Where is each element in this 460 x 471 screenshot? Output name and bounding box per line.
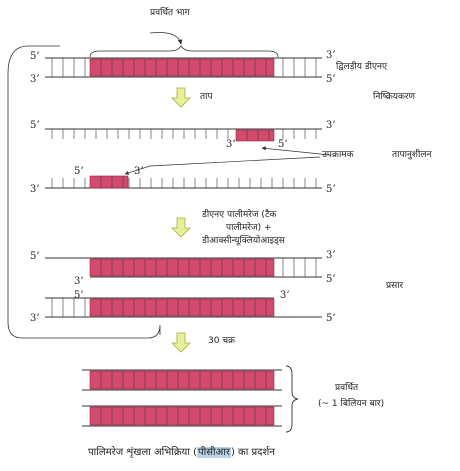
five-prime-label: 5’ bbox=[30, 251, 40, 262]
amplified-product-segment bbox=[89, 370, 275, 390]
amplified-product-segment bbox=[89, 406, 275, 426]
five-prime-label: 5’ bbox=[326, 313, 336, 324]
double-strand-dna-label: द्विलड़ीय डीएनए bbox=[336, 62, 387, 72]
polymerase-label-line1: डीएनए पालीमरेज (टैक bbox=[202, 210, 277, 220]
cycles-label: 30 चक्र bbox=[208, 336, 235, 346]
step-arrows bbox=[171, 87, 191, 353]
down-arrow-icon bbox=[171, 217, 191, 238]
five-prime-label: 5’ bbox=[326, 274, 336, 285]
three-prime-label: 3’ bbox=[326, 50, 336, 61]
three-prime-label: 3’ bbox=[326, 120, 336, 131]
annealing-label: तापानुशीलन bbox=[392, 150, 432, 160]
five-prime-label: 5’ bbox=[74, 290, 84, 301]
amplified-region-pointer bbox=[149, 32, 183, 45]
amplified-label: प्रवर्धित bbox=[335, 383, 359, 393]
extended-segment bbox=[89, 258, 275, 277]
five-prime-label: 5’ bbox=[278, 139, 288, 150]
three-prime-label: 3’ bbox=[74, 276, 84, 287]
three-prime-label: 3’ bbox=[226, 139, 236, 150]
caption-highlight-pcr: पीसीआर bbox=[197, 447, 231, 458]
primer-segment bbox=[235, 129, 275, 142]
three-prime-label: 3’ bbox=[30, 313, 40, 324]
three-prime-label: 3’ bbox=[280, 290, 290, 301]
three-prime-label: 3’ bbox=[30, 184, 40, 195]
caption-prefix: पालिमरेज शृंखला अभिक्रिया ( bbox=[88, 447, 197, 458]
dna-strands: 5’ 3’ 3’ 5’ 5’ 3’ 3’ 5’ 3’ 5’ 5’ 3’ 5’ 3’ 3’ 5’ 3’ 5’ 5’ 3’ bbox=[30, 50, 336, 427]
denaturation-label: निष्क्रियकरण bbox=[373, 92, 416, 102]
caption-suffix: ) का प्रदर्शन bbox=[230, 447, 275, 458]
heat-label: ताप bbox=[200, 92, 213, 102]
three-prime-label: 3’ bbox=[134, 166, 144, 177]
billion-times-label: (~ 1 बिलियन बार) bbox=[318, 399, 385, 409]
five-prime-label: 5’ bbox=[74, 166, 84, 177]
primer-pointer bbox=[124, 156, 321, 175]
extended-segment bbox=[89, 298, 275, 317]
cycle-loop-line bbox=[7, 45, 161, 339]
five-prime-label: 5’ bbox=[30, 120, 40, 131]
primer-segment bbox=[89, 175, 129, 189]
down-arrow-icon bbox=[171, 87, 191, 108]
five-prime-label: 5’ bbox=[326, 74, 336, 85]
down-arrow-icon bbox=[171, 332, 191, 353]
polymerase-label-line2: पालीमरेज) + bbox=[226, 223, 272, 233]
five-prime-label: 5’ bbox=[326, 184, 336, 195]
figure-caption: पालिमरेज शृंखला अभिक्रिया (पीसीआर) का प्… bbox=[88, 447, 275, 459]
three-prime-label: 3’ bbox=[326, 250, 336, 261]
five-prime-label: 5’ bbox=[30, 51, 40, 62]
amplified-region-label: प्रवर्धित भाग bbox=[150, 8, 190, 18]
amplified-segment bbox=[89, 58, 275, 77]
extension-label: प्रसार bbox=[386, 281, 404, 291]
polymerase-label-line3: डीआक्सीन्यूक्लियोआइड्स bbox=[202, 236, 285, 246]
right-curly-brace-icon bbox=[285, 365, 299, 433]
three-prime-label: 3’ bbox=[30, 74, 40, 85]
amplified-region-brace bbox=[89, 45, 279, 58]
primer-label: उपक्रामक bbox=[322, 150, 354, 160]
annealing-pointer bbox=[261, 146, 331, 156]
